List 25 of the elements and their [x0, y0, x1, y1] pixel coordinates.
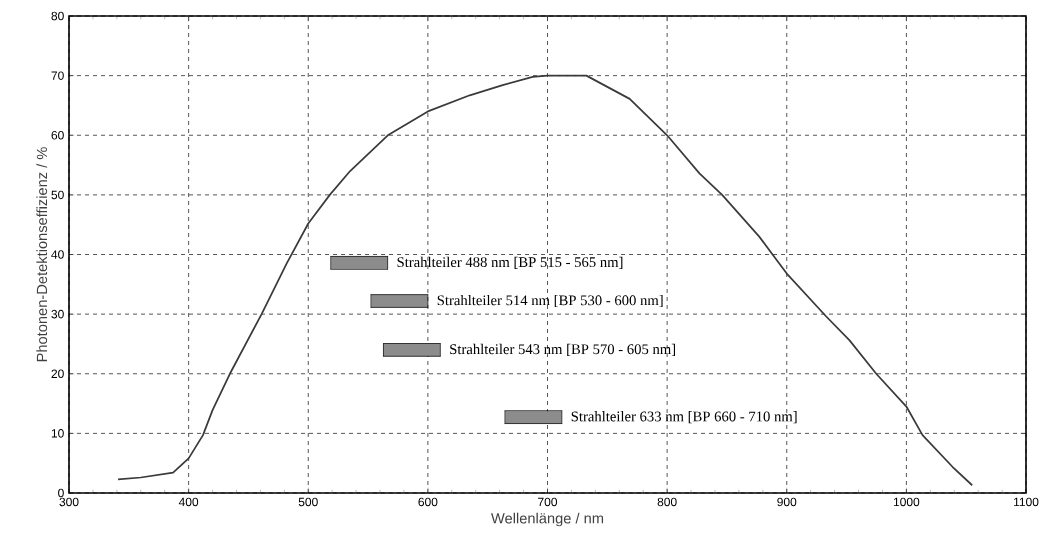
- line-series: [117, 74, 974, 487]
- y-tick-label: 40: [51, 250, 64, 259]
- y-tick-label: 20: [51, 369, 64, 379]
- x-tick-label: 700: [538, 497, 558, 507]
- x-tick-label: 900: [777, 497, 797, 507]
- y-tick-label: 60: [51, 131, 64, 140]
- y-tick-label: 30: [51, 309, 64, 319]
- annotation: Strahlteiler 633 nm [BP 660 - 710 nm]: [571, 411, 797, 424]
- x-tick-label: 1100: [1014, 497, 1039, 507]
- annotation: Strahlteiler 543 nm [BP 570 - 605 nm]: [450, 343, 676, 356]
- x-tick-label: 400: [178, 497, 199, 507]
- x-tick-label: 1000: [893, 497, 920, 507]
- y-tick-label: 70: [51, 71, 64, 80]
- y-tick-label: 10: [51, 429, 64, 438]
- x-tick-label: 800: [657, 497, 677, 507]
- annotation: Strahlteiler 488 nm [BP 515 - 565 nm]: [397, 256, 623, 269]
- y-axis-title: Photonen-Detektionseffizienz / %: [36, 147, 48, 362]
- annotation: Strahlteiler 514 nm [BP 530 - 600 nm]: [437, 294, 663, 308]
- x-tick-label: 500: [298, 497, 318, 507]
- x-tick-label: 600: [418, 497, 438, 507]
- x-tick-label: 300: [59, 497, 79, 507]
- x-axis-title: Wellenlänge / nm: [491, 512, 604, 527]
- y-tick-label: 80: [51, 11, 64, 21]
- y-tick-label: 50: [51, 190, 64, 200]
- y-tick-label: 0: [58, 488, 64, 498]
